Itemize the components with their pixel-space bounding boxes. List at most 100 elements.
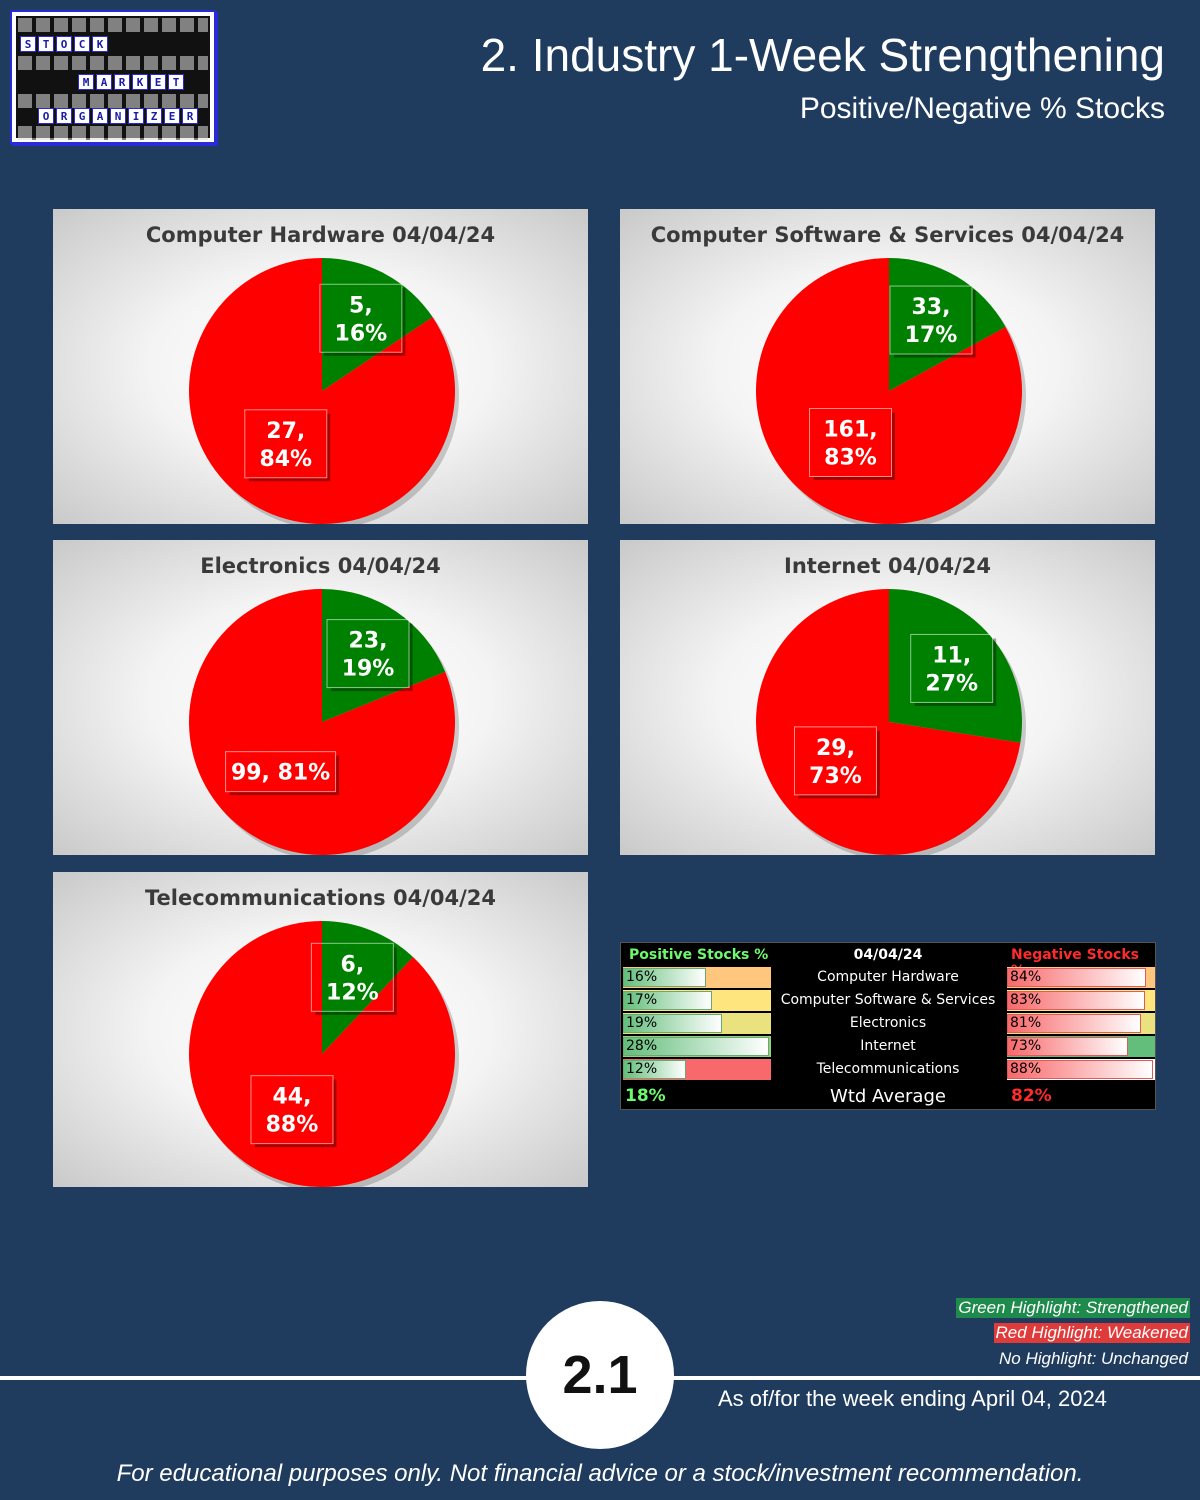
negative-data-label: 161, — [823, 418, 877, 443]
negative-cell: 81% — [1007, 1013, 1155, 1034]
positive-percent: 19% — [626, 1015, 658, 1031]
chart-title: Internet 04/04/24 — [784, 554, 991, 578]
data-label-shadow — [813, 412, 896, 481]
positive-percent: 17% — [626, 992, 658, 1008]
logo-letter: Z — [146, 108, 162, 124]
logo-faint-row — [18, 56, 208, 70]
chart-title: Electronics 04/04/24 — [200, 554, 441, 578]
negative-percent: 84% — [1010, 969, 1042, 985]
negative-data-bar — [1007, 1037, 1129, 1056]
data-label-shadow — [254, 1079, 337, 1148]
logo-letter: O — [38, 108, 54, 124]
chart-title: Computer Software & Services 04/04/24 — [650, 223, 1125, 247]
negative-data-label: 44, — [272, 1085, 311, 1110]
data-label-shadow — [798, 730, 880, 799]
pie-chart: 5, 16% 27, 84% — [189, 258, 459, 524]
negative-data-label: 84% — [259, 447, 312, 472]
pie-slice-positive — [322, 258, 433, 391]
disclaimer: For educational purposes only. Not finan… — [116, 1460, 1084, 1487]
negative-percent: 88% — [1010, 1061, 1042, 1077]
positive-data-bar — [623, 968, 707, 987]
negative-percent: 83% — [1010, 992, 1042, 1008]
legend-red-weakened: Red Highlight: Weakened — [993, 1323, 1190, 1343]
negative-percent: 81% — [1010, 1015, 1042, 1031]
data-label-box — [310, 942, 394, 1012]
negative-data-bar — [1007, 1014, 1142, 1033]
pie-slice-positive — [322, 589, 446, 722]
positive-percent: 28% — [626, 1038, 658, 1054]
data-label-box — [319, 283, 403, 353]
data-label-box — [889, 285, 973, 355]
logo-letter: T — [168, 74, 184, 90]
negative-data-bar — [1007, 991, 1145, 1010]
summary-row: 28% Internet 73% — [621, 1036, 1155, 1058]
positive-data-label: 5, — [349, 293, 373, 318]
positive-data-label: 19% — [342, 657, 395, 682]
positive-percent: 16% — [626, 969, 658, 985]
data-label-shadow — [331, 623, 413, 692]
logo-letter: G — [74, 108, 90, 124]
pie-slice-positive — [889, 258, 1006, 391]
chart-title: Telecommunications 04/04/24 — [144, 886, 496, 910]
chart-title: Computer Hardware 04/04/24 — [145, 223, 496, 247]
data-label-shadow — [893, 290, 976, 358]
negative-data-label: 99, 81% — [231, 761, 330, 786]
pie-slice-positive — [322, 921, 414, 1054]
positive-cell: 28% — [623, 1036, 771, 1057]
summary-row: 17% Computer Software & Services 83% — [621, 990, 1155, 1012]
legend-green-strengthened: Green Highlight: Strengthened — [956, 1298, 1190, 1318]
negative-cell: 84% — [1007, 967, 1155, 988]
data-label-shadow — [229, 755, 340, 796]
positive-data-bar — [623, 1014, 723, 1033]
pie-chart: 33, 17% 161, 83% — [756, 258, 1026, 524]
pie-panel-computer-software: Computer Software & Services 04/04/24 33… — [620, 209, 1155, 524]
negative-data-bar — [1007, 1060, 1153, 1079]
pie-chart: 23, 19% 99, 81% — [189, 589, 459, 855]
data-label-box — [793, 726, 877, 796]
data-label-shadow — [914, 638, 997, 706]
positive-data-bar — [623, 991, 712, 1010]
logo-letter: R — [56, 108, 72, 124]
negative-cell: 83% — [1007, 990, 1155, 1011]
positive-cell: 17% — [623, 990, 771, 1011]
logo-letter: C — [74, 36, 90, 52]
logo-faint-row — [18, 18, 208, 32]
logo-letter: S — [20, 36, 36, 52]
positive-data-label: 17% — [905, 323, 958, 348]
data-label-box — [809, 408, 893, 478]
pie-panel-computer-hardware: Computer Hardware 04/04/24 5, 16% 27, 84% — [53, 209, 588, 524]
page-title: 2. Industry 1-Week Strengthening — [480, 29, 1165, 81]
positive-cell: 16% — [623, 967, 771, 988]
logo-letter: R — [182, 108, 198, 124]
page-subtitle: Positive/Negative % Stocks — [799, 92, 1165, 125]
negative-percent: 73% — [1010, 1038, 1042, 1054]
positive-data-label: 27% — [925, 671, 978, 696]
weighted-average-label: Wtd Average — [830, 1086, 946, 1107]
data-label-box — [244, 409, 328, 479]
logo-letter: K — [132, 74, 148, 90]
pie-slice-negative — [756, 258, 1022, 524]
logo-letter: T — [38, 36, 54, 52]
positive-data-bar — [623, 1037, 769, 1056]
negative-data-label: 73% — [809, 764, 862, 789]
logo-faint-row — [18, 126, 208, 140]
data-label-box — [910, 633, 994, 703]
negative-data-label: 83% — [824, 446, 877, 471]
positive-data-label: 11, — [932, 643, 971, 668]
negative-data-label: 88% — [266, 1113, 319, 1138]
positive-data-label: 23, — [349, 629, 388, 654]
positive-data-bar — [623, 1060, 686, 1079]
pie-panel-internet: Internet 04/04/24 11, 27% 29, 73% — [620, 540, 1155, 855]
negative-data-label: 29, — [816, 736, 855, 761]
data-label-box — [225, 751, 337, 793]
logo-letter: I — [128, 108, 144, 124]
pie-chart: 6, 12% 44, 88% — [188, 921, 459, 1187]
logo-letter: R — [114, 74, 130, 90]
pie-slice-negative — [188, 921, 455, 1187]
weighted-average-negative: 82% — [1011, 1086, 1052, 1106]
logo-letter: M — [78, 74, 94, 90]
logo-letter: E — [164, 108, 180, 124]
page-number-badge: 2.1 — [526, 1301, 674, 1449]
